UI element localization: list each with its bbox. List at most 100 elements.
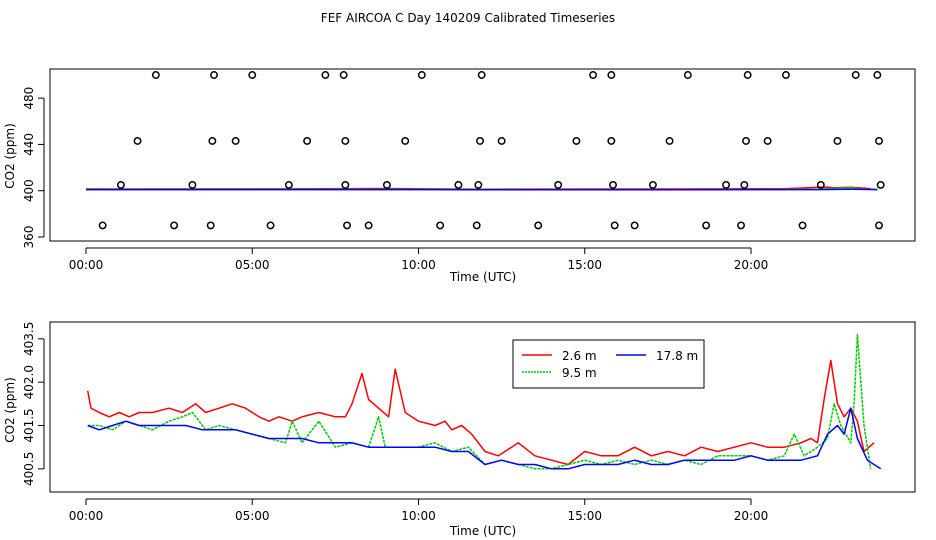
top-scatter-point <box>417 71 426 79</box>
bottom-y-tick-label: 400.5 <box>22 452 36 486</box>
top-scatter-point <box>210 71 218 79</box>
top-y-tick-label: 360 <box>22 226 36 249</box>
top-scatter-point <box>833 137 842 145</box>
top-scatter-point <box>341 180 350 189</box>
top-scatter-point <box>607 137 616 145</box>
top-scatter-point <box>339 71 348 79</box>
bottom-series-17.8m <box>87 407 882 470</box>
top-scatter-point <box>98 221 107 230</box>
top-scatter-point <box>497 137 506 145</box>
bottom-panel: 00:00 05:00 10:00 15:00 20:00 400.5 401.5 402.… <box>3 321 916 538</box>
top-scatter-point <box>266 221 275 230</box>
top-y-label: CO2 (ppm) <box>3 123 17 189</box>
top-scatter-point <box>798 221 807 230</box>
top-scatter-point <box>851 71 860 79</box>
bottom-x-label: Time (UTC) <box>449 524 516 538</box>
top-scatter-point <box>341 137 350 145</box>
legend-label-17.8m: 17.8 m <box>656 349 698 363</box>
top-scatter-point <box>188 180 197 189</box>
top-scatter-point <box>454 180 463 189</box>
bottom-y-axis: 400.5 401.5 402.0 403.5 <box>22 322 45 486</box>
top-scatter-point <box>231 137 240 145</box>
top-scatter-point <box>477 71 486 79</box>
top-scatter-point <box>873 71 882 79</box>
top-scatter-point <box>208 137 217 145</box>
top-scatter-point <box>248 71 257 79</box>
top-scatter-point <box>875 221 883 230</box>
legend-box <box>512 339 705 389</box>
top-x-tick-label: 00:00 <box>69 258 104 272</box>
top-scatter-point <box>702 221 711 230</box>
top-scatter-point <box>133 137 142 145</box>
top-scatter-point <box>737 221 745 230</box>
bottom-x-tick-label: 00:00 <box>69 509 104 523</box>
top-scatter-point <box>170 221 179 230</box>
top-x-axis: 00:00 05:00 10:00 15:00 20:00 <box>69 247 769 272</box>
top-scatter-point <box>476 137 484 145</box>
top-scatter-point <box>554 180 563 189</box>
top-x-tick-label: 15:00 <box>567 258 602 272</box>
bottom-series-2.6m <box>86 359 875 466</box>
bottom-plot-frame <box>49 321 916 493</box>
top-scatter-point <box>436 221 445 230</box>
top-scatter-point <box>364 221 373 230</box>
top-x-tick-label: 10:00 <box>401 258 436 272</box>
legend: 2.6 m 17.8 m 9.5 m <box>512 339 705 389</box>
top-scatter-point <box>206 221 215 230</box>
bottom-y-tick-label: 403.5 <box>22 322 36 356</box>
top-series-lines <box>85 186 878 191</box>
top-scatter-point <box>722 180 731 189</box>
bottom-x-tick-label: 05:00 <box>235 509 270 523</box>
top-scatter-point <box>116 180 125 189</box>
top-scatter-point <box>665 137 674 145</box>
bottom-x-axis: 00:00 05:00 10:00 15:00 20:00 <box>69 498 769 523</box>
top-y-tick-label: 400 <box>22 179 36 202</box>
top-scatter-point <box>474 180 483 189</box>
top-scatter-point <box>816 180 825 189</box>
top-scatter-point <box>876 180 885 189</box>
top-scatter-point <box>534 221 543 230</box>
top-scatter-point <box>740 180 749 189</box>
top-scatter-point <box>781 71 790 79</box>
top-scatter-point <box>683 71 692 79</box>
top-scatter-point <box>875 137 883 145</box>
top-plot-frame <box>49 68 916 242</box>
top-scatter-point <box>743 71 752 79</box>
top-scatter-point <box>610 221 619 230</box>
top-scatter-point <box>648 180 657 189</box>
bottom-x-tick-label: 10:00 <box>401 509 436 523</box>
legend-label-9.5m: 9.5 m <box>562 366 597 380</box>
top-panel: 00:00 05:00 10:00 15:00 20:00 360 400 440 480 T… <box>3 68 916 284</box>
top-scatter-point <box>343 221 351 230</box>
bottom-series-9.5m <box>87 333 872 470</box>
top-scatter-point <box>572 137 581 145</box>
top-x-tick-label: 20:00 <box>734 258 769 272</box>
top-x-label: Time (UTC) <box>449 270 516 284</box>
top-scatter-point <box>630 221 639 230</box>
top-scatter-point <box>609 180 617 189</box>
top-scatter-point <box>321 71 330 79</box>
figure-title: FEF AIRCOA C Day 140209 Calibrated Times… <box>321 11 615 25</box>
bottom-y-tick-label: 401.5 <box>22 408 36 442</box>
top-y-tick-label: 440 <box>22 133 36 156</box>
bottom-x-tick-label: 20:00 <box>734 509 769 523</box>
bottom-y-label: CO2 (ppm) <box>3 377 17 443</box>
top-scatter-point <box>763 137 772 145</box>
top-scatter-point <box>472 221 481 230</box>
top-scatter-point <box>401 137 410 145</box>
bottom-y-tick-label: 402.0 <box>22 365 36 399</box>
bottom-x-tick-label: 15:00 <box>567 509 602 523</box>
top-y-tick-label: 480 <box>22 87 36 110</box>
top-scatter-point <box>607 71 616 79</box>
top-scatter-point <box>284 180 293 189</box>
top-y-axis: 360 400 440 480 <box>22 87 45 249</box>
top-scatter-point <box>742 137 750 145</box>
legend-label-2.6m: 2.6 m <box>562 349 597 363</box>
top-scatter-point <box>382 180 391 189</box>
top-x-tick-label: 05:00 <box>235 258 270 272</box>
top-scatter-points <box>98 71 885 230</box>
bottom-series-lines <box>86 333 882 470</box>
top-scatter-point <box>589 71 598 79</box>
top-scatter-point <box>151 71 160 79</box>
